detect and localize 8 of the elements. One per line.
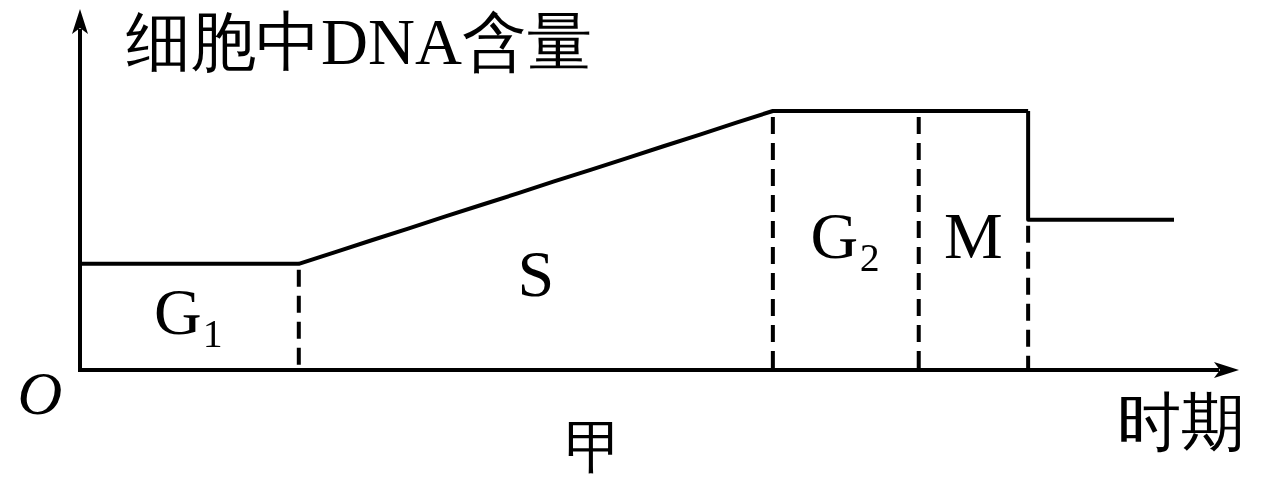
text: 甲 xyxy=(565,415,623,481)
annotation: M xyxy=(944,198,1003,272)
y-axis-title: 细胞中DNA含量 xyxy=(126,6,592,79)
annotation: G₂ xyxy=(810,198,882,272)
annotation: S xyxy=(517,237,555,311)
text: O xyxy=(17,359,63,428)
annotation: G₁ xyxy=(154,275,225,349)
x-axis-title: 时期 xyxy=(1117,386,1245,458)
